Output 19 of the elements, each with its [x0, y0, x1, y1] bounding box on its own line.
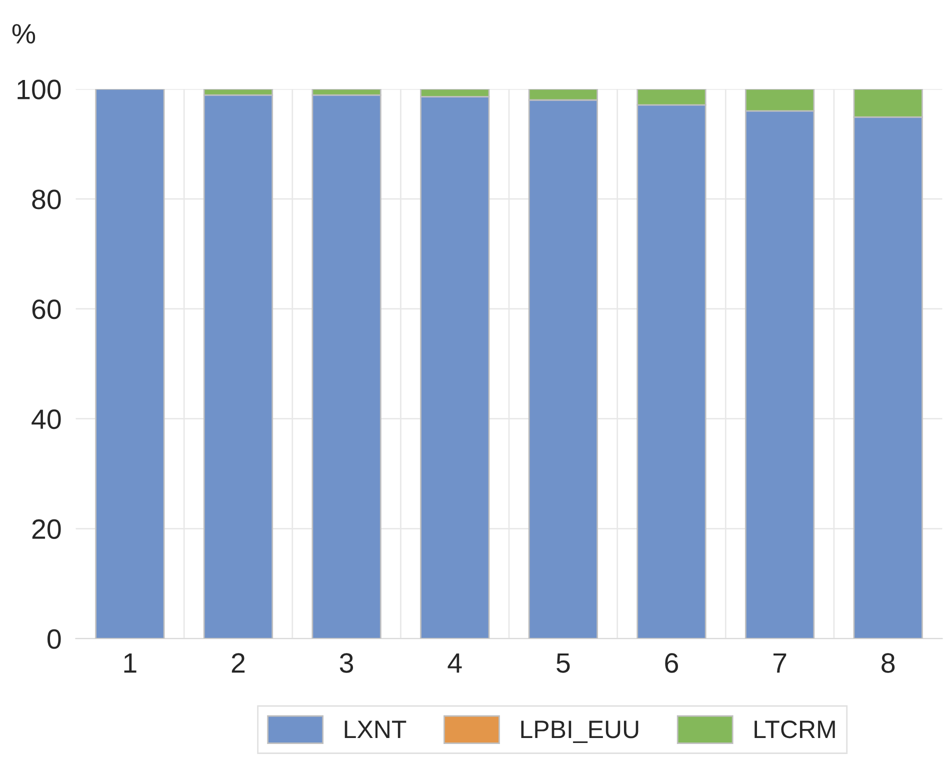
y-tick-label: 100: [18, 80, 61, 100]
y-tick-label: 20: [32, 519, 61, 539]
legend-label: LXNT: [344, 720, 406, 738]
x-tick-label: 3: [340, 653, 354, 673]
x-tick-label: 6: [665, 653, 678, 673]
x-tick-label: 1: [124, 653, 136, 673]
x-tick-label: 5: [556, 653, 570, 673]
x-tick-label: 8: [882, 653, 895, 673]
y-tick-label: 0: [48, 629, 61, 649]
legend-label: LPBI_EUU: [521, 720, 638, 743]
y-axis-title: %: [12, 24, 36, 44]
x-tick-label: 4: [448, 653, 462, 673]
x-tick-label: 2: [232, 653, 245, 673]
legend-label: LTCRM: [754, 720, 835, 738]
y-tick-label: 60: [32, 299, 61, 320]
y-tick-label: 40: [32, 409, 61, 430]
bar: [95, 89, 165, 639]
y-tick-label: 80: [32, 190, 61, 210]
x-tick-label: 7: [773, 653, 786, 673]
